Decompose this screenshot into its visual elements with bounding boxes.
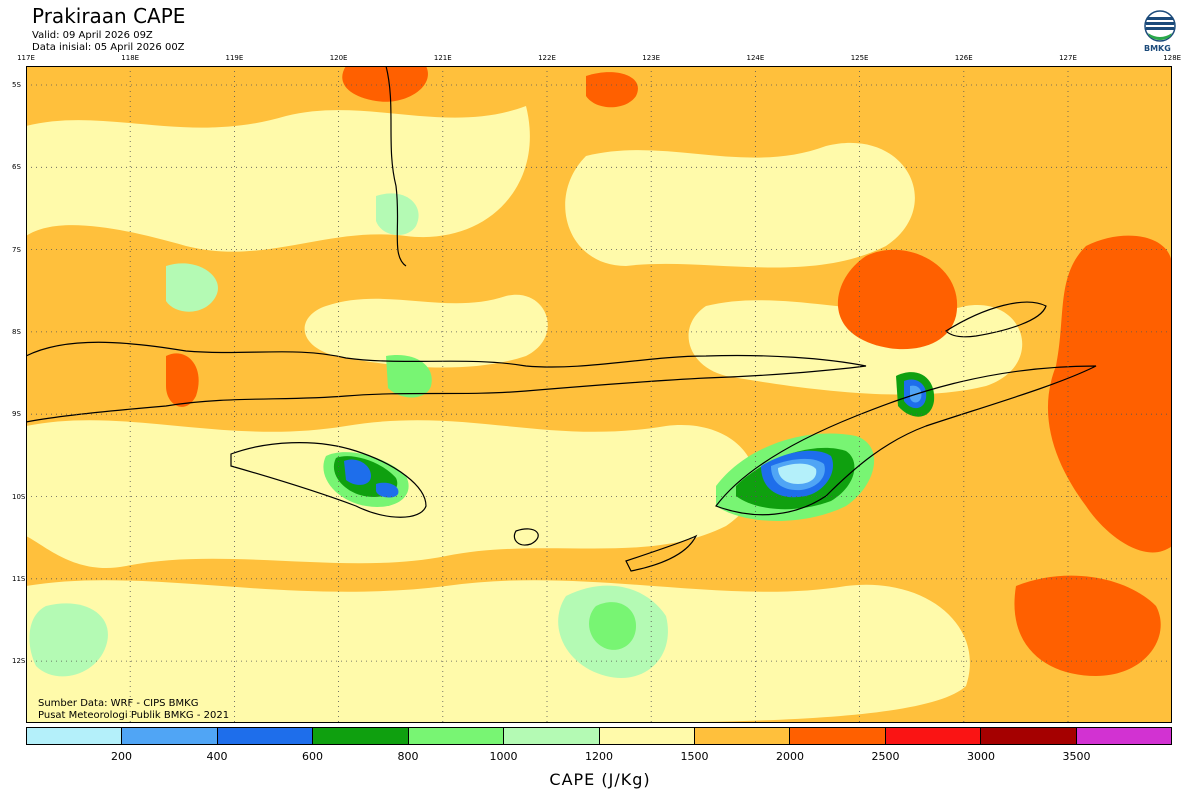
cape-map	[26, 66, 1172, 723]
colorbar-swatch	[885, 728, 982, 744]
lon-label: 121E	[433, 54, 452, 62]
lon-label: 120E	[329, 54, 348, 62]
bmkg-logo	[1144, 10, 1176, 42]
colorbar-swatch	[504, 728, 600, 744]
colorbar-swatch	[122, 728, 218, 744]
lon-label: 123E	[642, 54, 661, 62]
lat-lon-grid	[26, 66, 1172, 723]
lat-label: 10S	[12, 492, 26, 501]
lat-label: 9S	[12, 410, 21, 419]
lon-label: 122E	[538, 54, 556, 62]
colorbar-tick-label: 1000	[489, 750, 518, 763]
colorbar-tick-label: 800	[397, 750, 419, 763]
lon-label: 125E	[850, 54, 869, 62]
colorbar-tick-label: 2500	[871, 750, 900, 763]
colorbar-tick-label: 1200	[585, 750, 613, 763]
valid-time: Valid: 09 April 2026 09Z	[32, 30, 153, 41]
data-source-credit: Sumber Data: WRF - CIPS BMKG	[38, 698, 199, 709]
colorbar-swatch	[313, 728, 409, 744]
map-title: Prakiraan CAPE	[32, 4, 186, 28]
colorbar-tick-label: 200	[111, 750, 132, 763]
colorbar-label: CAPE (J/Kg)	[549, 770, 651, 789]
colorbar-swatch	[408, 728, 505, 744]
colorbar-tick-label: 600	[302, 750, 323, 763]
init-time: Data inisial: 05 April 2026 00Z	[32, 42, 185, 53]
lat-label: 5S	[12, 81, 21, 89]
colorbar-swatch	[27, 728, 123, 744]
colorbar-swatch	[217, 728, 314, 744]
colorbar-swatch	[694, 728, 791, 744]
colorbar-tick-label: 3000	[967, 750, 995, 763]
colorbar-tick-label: 3500	[1062, 750, 1091, 763]
colorbar-tick-label: 1500	[680, 750, 709, 763]
lon-label: 118E	[121, 54, 140, 62]
publisher-credit: Pusat Meteorologi Publik BMKG - 2021	[38, 710, 230, 721]
lat-label: 8S	[12, 327, 21, 336]
colorbar-swatch	[981, 728, 1077, 744]
lon-label: 124E	[746, 54, 765, 62]
lat-label: 11S	[12, 574, 26, 583]
lon-label: 119E	[225, 54, 244, 62]
colorbar-tick-label: 400	[206, 750, 228, 763]
colorbar-swatch	[790, 728, 886, 744]
bmkg-logo-text: BMKG	[1144, 44, 1171, 53]
lon-label: 117E	[17, 54, 35, 62]
lon-label: 126E	[954, 54, 973, 62]
lon-label: 128E	[1163, 54, 1182, 62]
colorbar-tick-label: 2000	[776, 750, 804, 763]
coastlines	[26, 66, 1097, 572]
colorbar	[26, 727, 1172, 745]
colorbar-swatch	[599, 728, 695, 744]
lon-label: 127E	[1059, 54, 1077, 62]
lat-label: 7S	[12, 245, 21, 254]
lat-label: 6S	[12, 163, 21, 172]
lat-label: 12S	[12, 657, 26, 666]
cape-shading	[26, 66, 1172, 723]
colorbar-swatch	[1076, 728, 1172, 744]
